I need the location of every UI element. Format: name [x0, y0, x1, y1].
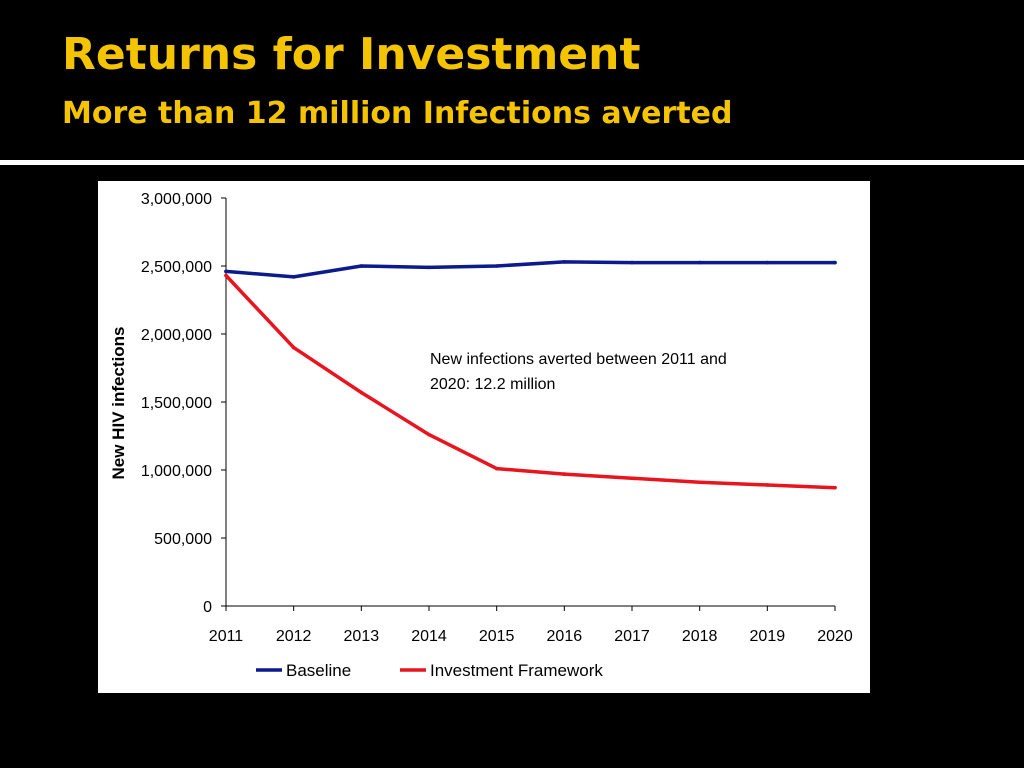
legend: Baseline Investment Framework	[256, 661, 603, 680]
legend-label-investment: Investment Framework	[430, 661, 603, 680]
x-tick-label: 2019	[750, 628, 786, 645]
x-tick-label: 2013	[344, 628, 380, 645]
axes-layer: 0 500,000 1,000,000 1,500,000 2,000,000 2,500…	[141, 191, 853, 645]
data-point-baseline	[765, 260, 770, 265]
slide-title: Returns for Investment	[62, 29, 641, 80]
y-tick-label: 2,000,000	[141, 327, 212, 344]
data-point-baseline	[224, 269, 228, 274]
data-point-investment-framework	[630, 476, 634, 480]
y-tick-label: 2,500,000	[141, 259, 212, 276]
data-point-investment-framework	[291, 345, 296, 350]
x-tick-label: 2012	[276, 628, 312, 645]
data-point-baseline	[359, 264, 364, 268]
annotation-line-1: New infections averted between 2011 and	[430, 351, 727, 368]
annotation-line-2: 2020: 12.2 million	[430, 376, 555, 393]
chart-panel: 0 500,000 1,000,000 1,500,000 2,000,000 2,500…	[98, 181, 870, 693]
data-point-baseline	[697, 260, 702, 265]
data-point-baseline	[427, 265, 431, 270]
x-tick-label: 2017	[614, 628, 650, 645]
data-point-baseline	[833, 260, 837, 265]
data-point-investment-framework	[224, 273, 228, 278]
text-layer: New HIV infections New infections averte…	[109, 326, 727, 479]
y-tick-label: 0	[203, 599, 212, 616]
x-tick-label: 2011	[209, 628, 244, 645]
data-point-baseline	[630, 260, 634, 265]
y-tick-label: 3,000,000	[141, 191, 212, 208]
data-point-baseline	[562, 260, 567, 264]
data-point-investment-framework	[359, 390, 364, 395]
line-chart: 0 500,000 1,000,000 1,500,000 2,000,000 2,500…	[109, 191, 853, 680]
x-tick-label: 2018	[682, 628, 718, 645]
data-point-investment-framework	[427, 432, 431, 437]
data-point-investment-framework	[562, 472, 567, 476]
x-tick-label: 2014	[411, 628, 447, 645]
slide-subtitle: More than 12 million Infections averted	[62, 96, 733, 131]
data-point-baseline	[291, 275, 296, 279]
data-point-investment-framework	[697, 480, 702, 485]
series-line-baseline	[224, 260, 837, 279]
y-axis-label: New HIV infections	[109, 326, 128, 479]
series-line-investment-framework	[224, 273, 837, 490]
y-tick-label: 1,500,000	[141, 395, 212, 412]
x-tick-label: 2016	[547, 628, 583, 645]
x-tick-label: 2020	[817, 628, 853, 645]
data-point-investment-framework	[833, 485, 837, 490]
data-point-investment-framework	[765, 483, 770, 487]
data-point-investment-framework	[494, 466, 499, 471]
series-layer	[224, 260, 837, 490]
y-tick-label: 500,000	[154, 531, 212, 548]
title-divider	[0, 160, 1024, 165]
x-tick-label: 2015	[479, 628, 515, 645]
data-point-baseline	[494, 264, 499, 268]
legend-label-baseline: Baseline	[286, 661, 351, 680]
y-tick-label: 1,000,000	[141, 463, 212, 480]
